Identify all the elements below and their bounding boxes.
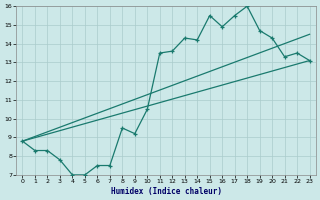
- X-axis label: Humidex (Indice chaleur): Humidex (Indice chaleur): [110, 187, 221, 196]
